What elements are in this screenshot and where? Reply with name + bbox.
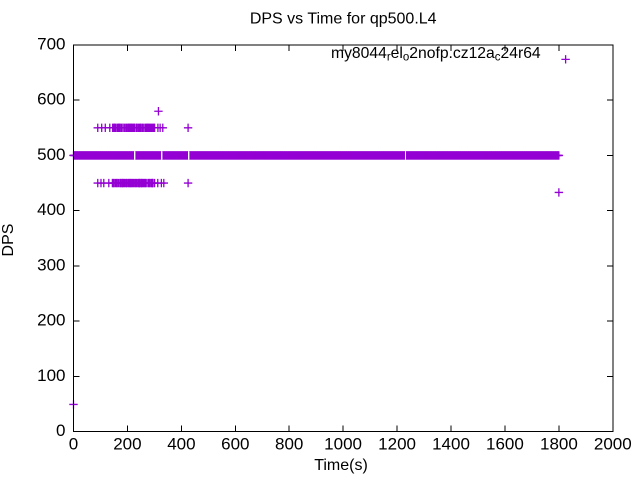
svg-text:700: 700 — [37, 35, 65, 54]
svg-text:400: 400 — [37, 200, 65, 219]
svg-text:800: 800 — [275, 435, 303, 454]
svg-text:0: 0 — [69, 435, 78, 454]
svg-text:0: 0 — [56, 421, 65, 440]
svg-text:my8044relo2nofp.cz12ac24r64: my8044relo2nofp.cz12ac24r64 — [331, 45, 541, 64]
svg-text:600: 600 — [37, 90, 65, 109]
svg-text:1000: 1000 — [324, 435, 362, 454]
svg-text:600: 600 — [221, 435, 249, 454]
svg-text:DPS: DPS — [0, 224, 17, 257]
svg-text:200: 200 — [113, 435, 141, 454]
svg-text:1400: 1400 — [432, 435, 470, 454]
svg-text:300: 300 — [37, 255, 65, 274]
svg-text:1800: 1800 — [540, 435, 578, 454]
svg-text:200: 200 — [37, 311, 65, 330]
svg-text:1600: 1600 — [486, 435, 524, 454]
svg-text:1200: 1200 — [378, 435, 416, 454]
svg-text:100: 100 — [37, 366, 65, 385]
svg-text:2000: 2000 — [594, 435, 632, 454]
svg-text:400: 400 — [167, 435, 195, 454]
svg-text:500: 500 — [37, 145, 65, 164]
svg-text:DPS vs Time for qp500.L4: DPS vs Time for qp500.L4 — [250, 11, 437, 28]
svg-text:Time(s): Time(s) — [314, 457, 368, 474]
